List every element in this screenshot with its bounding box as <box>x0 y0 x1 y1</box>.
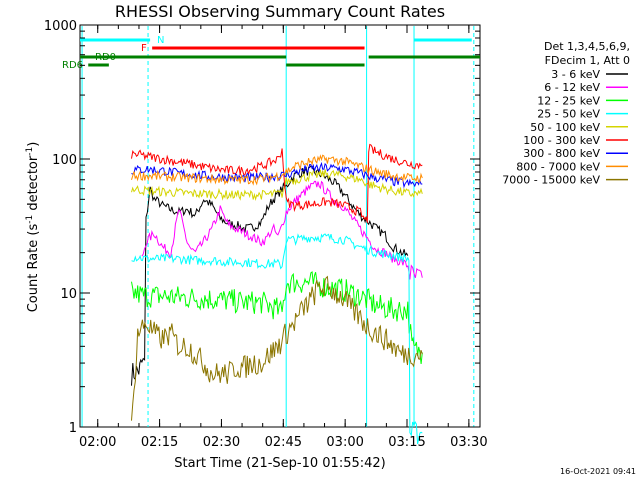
plot-frame <box>79 24 481 428</box>
series-line <box>131 143 423 224</box>
series-line <box>141 180 423 280</box>
legend-entry-label: 12 - 25 keV <box>537 94 600 107</box>
legend-entry-label: 25 - 50 keV <box>537 108 600 121</box>
y-axis-label-sup: -1 <box>25 147 35 156</box>
legend-header-line: FDecim 1, Att 0 <box>545 54 630 67</box>
flag-label: RD6 <box>62 60 83 71</box>
y-tick-label: 10 <box>60 287 77 302</box>
x-axis: 02:00 02:15 02:30 02:45 03:00 03:15 03:30 <box>79 25 488 450</box>
plot-border <box>79 24 481 428</box>
series-line <box>131 275 423 421</box>
series-line <box>131 169 423 201</box>
chart-title: RHESSI Observing Summary Count Rates <box>115 2 445 21</box>
legend-entry-label: 300 - 800 keV <box>523 147 600 160</box>
y-axis-label-sup: -1 <box>25 215 35 224</box>
x-tick-label: 03:15 <box>388 435 425 450</box>
x-tick-label: 03:00 <box>326 435 363 450</box>
x-tick-label: 02:15 <box>141 435 178 450</box>
y-tick-label: 1000 <box>44 19 77 34</box>
x-tick-label: 02:45 <box>265 435 302 450</box>
legend-entry-label: 3 - 6 keV <box>551 68 600 81</box>
legend: Det 1,3,4,5,6,9, FDecim 1, Att 0 3 - 6 k… <box>502 40 630 187</box>
x-tick-label: 02:30 <box>203 435 240 450</box>
series-lines <box>131 143 423 445</box>
footer-date: 16-Oct-2021 09:41 <box>560 467 636 476</box>
legend-entry-label: 6 - 12 keV <box>544 81 600 94</box>
flag-label: N <box>157 35 164 46</box>
y-tick-label: 100 <box>52 153 77 168</box>
flag-label: RD0 <box>95 52 116 63</box>
legend-entry-label: 7000 - 15000 keV <box>502 174 600 187</box>
legend-entry-label: 800 - 7000 keV <box>516 160 600 173</box>
y-tick-label: 1 <box>69 421 77 436</box>
legend-entry-label: 100 - 300 keV <box>523 134 600 147</box>
x-axis-label: Start Time (21-Sep-10 01:55:42) <box>174 456 385 471</box>
y-axis-label-part: detector <box>26 155 41 215</box>
y-axis: 1 10 100 1000 <box>44 19 480 436</box>
flag-bars: NF RD0 RD6 <box>62 35 480 71</box>
x-tick-label: 02:00 <box>79 435 116 450</box>
series-line <box>131 271 423 365</box>
legend-header-line: Det 1,3,4,5,6,9, <box>544 40 630 53</box>
legend-entry-label: 50 - 100 keV <box>530 121 600 134</box>
series-line <box>131 165 409 386</box>
y-axis-label-part: ) <box>26 142 41 147</box>
series-line <box>131 154 423 186</box>
series-line <box>131 233 423 445</box>
flag-label: F <box>141 43 147 54</box>
flag-vertical-lines <box>81 26 475 427</box>
y-axis-label: Count Rate (s-1 detector-1) <box>25 142 41 313</box>
x-tick-label: 03:30 <box>450 435 487 450</box>
y-axis-label-part: Count Rate (s <box>26 224 41 313</box>
